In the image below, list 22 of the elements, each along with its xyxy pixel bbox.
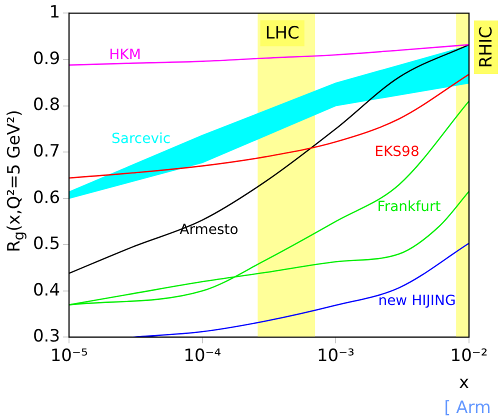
series-label: Frankfurt	[377, 199, 442, 216]
y-tick-label: 0.3	[32, 326, 60, 347]
x-axis-title: x	[458, 373, 469, 394]
text: [ Arm	[444, 398, 491, 418]
y-tick-label: 1	[49, 2, 60, 23]
legend-label: Sarcevic	[111, 131, 171, 148]
y-tick-label: 0.4	[32, 280, 60, 300]
x-tick-label: 10⁻⁵	[50, 346, 88, 366]
y-tick-label: 0.9	[32, 48, 60, 69]
series-label: Armesto	[180, 222, 238, 238]
x-tick-label: 10⁻⁴	[184, 346, 222, 366]
series-label: new HIJING	[378, 293, 456, 310]
x-tick-label: 10⁻³	[316, 346, 354, 366]
band-label: RHIC	[476, 26, 496, 68]
series-label: HKM	[109, 46, 141, 63]
band-label: LHC	[265, 24, 300, 44]
y-tick-label: 0.8	[32, 95, 60, 116]
y-tick-label: 0.7	[32, 141, 60, 162]
x-tick-label: 10⁻²	[450, 346, 488, 366]
series-label: EKS98	[374, 144, 420, 160]
y-tick-label: 0.6	[32, 188, 60, 208]
y-tick-label: 0.5	[32, 234, 60, 254]
